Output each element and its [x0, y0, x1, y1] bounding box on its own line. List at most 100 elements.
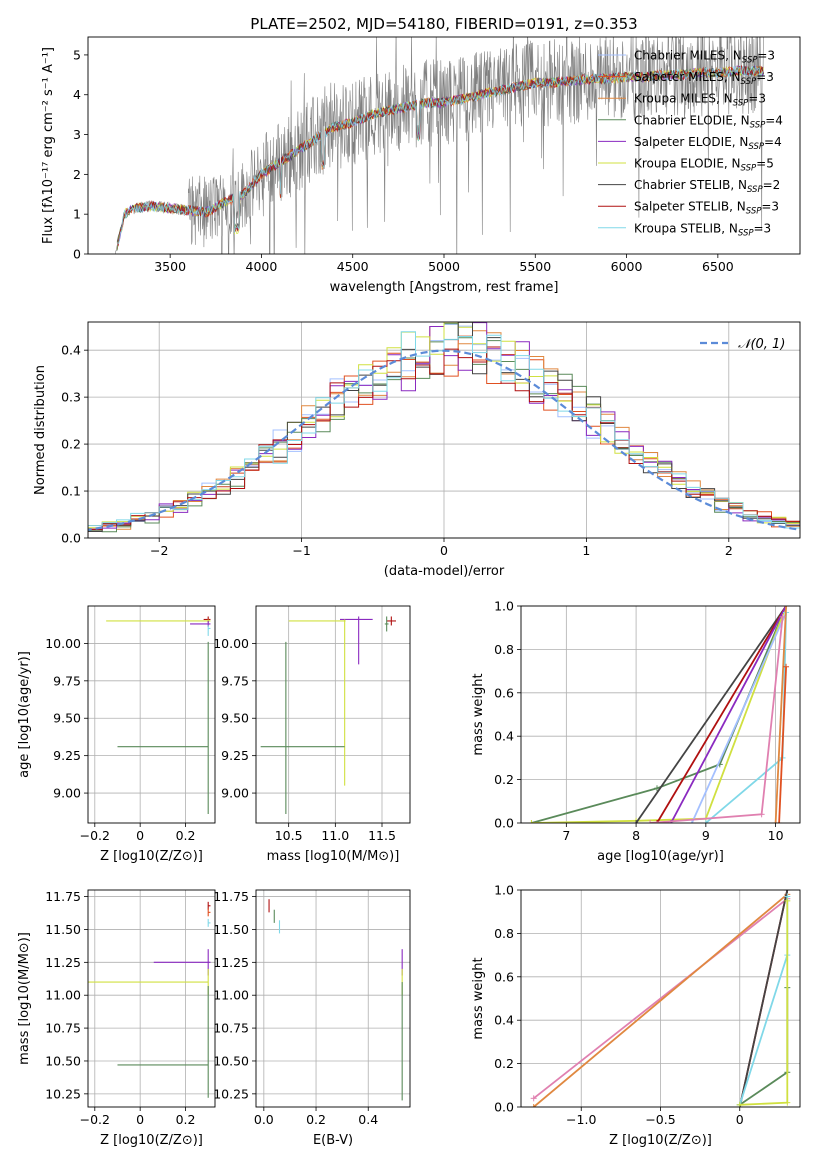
y-tick-label: 11.00	[45, 988, 81, 1003]
legend-entry: 𝒩(0, 1)	[738, 337, 785, 352]
x-tick-label: 8	[632, 828, 640, 843]
y-tick-label: 0.2	[494, 1056, 514, 1071]
x-tick-label: 0.4	[358, 1112, 378, 1127]
x-axis-label: Z [log10(Z/Z⊙)]	[609, 1133, 712, 1148]
legend-subscript: SSP	[746, 207, 762, 217]
x-tick-label: 4500	[337, 259, 369, 274]
weight-line	[691, 612, 787, 823]
legend-subscript: SSP	[733, 99, 749, 109]
weight-line	[739, 987, 789, 1106]
age_vs_Z-frame	[87, 605, 216, 824]
y-tick-label: 0.6	[494, 685, 514, 700]
x-axis-label: wavelength [Angstrom, rest frame]	[330, 280, 559, 295]
spectrum-axes: 3500 4000 4500 5000 5500 6000 6500 0 1 2 3 4 5 wavele…	[41, 36, 801, 295]
mass_vs_EBV-plot-area	[268, 899, 403, 1101]
y-tick-label: 0.0	[61, 531, 81, 546]
y-tick-label: 11.25	[45, 955, 81, 970]
x-tick-label: 11.0	[321, 828, 349, 843]
x-tick-label: −0.5	[645, 1112, 675, 1127]
mass_vs_Z-plot-area	[88, 901, 211, 1098]
x-tick-label: 2	[725, 543, 733, 558]
weight_vs_Z-axes: −1.0 −0.5 0 0.0 0.2 0.4 0.6 0.8 1.0 Z [log10(Z/Z⊙…	[471, 883, 801, 1148]
data-spectrum-line	[115, 37, 764, 254]
y-tick-label: 9.00	[53, 786, 81, 801]
x-axis-label: age [log10(age/yr)]	[597, 849, 724, 864]
y-axis-label: Normed distribution	[33, 365, 48, 495]
weight_vs_Z-plot-area	[530, 890, 791, 1107]
age_vs_mass-axes: 10.5 11.0 11.5 9.00 9.25 9.50 9.75 10.00 mass [l…	[213, 605, 411, 864]
y-tick-label: 3	[73, 127, 81, 142]
y-tick-label: 5	[73, 47, 81, 62]
y-axis-label: Flux [fλ10⁻¹⁷ erg cm⁻² s⁻¹ A⁻¹]	[41, 47, 56, 244]
legend-value: =3	[757, 49, 775, 63]
y-tick-label: 0.4	[494, 1013, 514, 1028]
x-axis-label: Z [log10(Z/Z⊙)]	[100, 849, 203, 864]
y-tick-label: 0.0	[494, 1100, 514, 1115]
residuals-plot-area	[88, 322, 800, 536]
x-tick-label: 1	[582, 543, 590, 558]
y-axis-label: mass weight	[471, 673, 486, 755]
normal-curve	[88, 349, 800, 531]
legend-subscript: SSP	[747, 185, 763, 195]
y-tick-label: 0.4	[494, 729, 514, 744]
mass_vs_Z-frame	[87, 889, 216, 1108]
x-tick-label: −0.2	[80, 828, 110, 843]
y-tick-label: 11.75	[213, 889, 249, 904]
legend-entry: Chabrier ELODIE, NSSP=4	[634, 113, 783, 130]
y-tick-label: 9.50	[221, 711, 249, 726]
y-tick-label: 1.0	[494, 599, 514, 614]
weight-line	[778, 666, 787, 823]
y-tick-label: 1	[73, 207, 81, 222]
age_vs_mass-plot-area	[260, 616, 396, 815]
y-axis-label: age [log10(age/yr)]	[17, 651, 32, 778]
y-tick-label: 1.0	[494, 883, 514, 898]
age_vs_Z-plot-area	[106, 616, 211, 815]
x-tick-label: 11.5	[368, 828, 396, 843]
y-tick-label: 11.50	[45, 922, 81, 937]
y-tick-label: 10.25	[45, 1086, 81, 1101]
weight-line	[774, 606, 787, 823]
model-line	[117, 64, 764, 245]
mass_vs_EBV-frame	[255, 889, 411, 1108]
legend-value: =4	[765, 113, 783, 127]
legend-subscript: SSP	[750, 120, 766, 130]
y-tick-label: 0	[73, 247, 81, 262]
x-tick-label: 6000	[611, 259, 643, 274]
weight_vs_age-axes: 7 8 9 10 0.0 0.2 0.4 0.6 0.8 1.0 age [log10(age/yr…	[471, 599, 801, 864]
weight-line	[656, 606, 787, 823]
x-axis-label: mass [log10(M/M⊙)]	[267, 849, 400, 864]
legend-value: =3	[756, 70, 774, 84]
weight-line	[533, 893, 788, 1107]
legend-value: =3	[748, 92, 766, 106]
x-tick-label: −0.2	[80, 1112, 110, 1127]
weight_vs_age-plot-area	[528, 606, 790, 823]
x-tick-label: 10	[768, 828, 784, 843]
legend-subscript: SSP	[748, 142, 764, 152]
x-tick-label: 5500	[519, 259, 551, 274]
y-tick-label: 0.2	[61, 437, 81, 452]
weight-line	[531, 606, 787, 823]
y-tick-label: 0.2	[494, 772, 514, 787]
age_vs_mass-frame	[255, 605, 411, 824]
x-tick-label: −1	[292, 543, 310, 558]
x-tick-label: 0	[136, 1112, 144, 1127]
x-tick-label: 0.2	[176, 1112, 196, 1127]
weight-line	[635, 606, 787, 823]
y-tick-label: 9.25	[221, 748, 249, 763]
y-tick-label: 10.50	[213, 1053, 249, 1068]
y-tick-label: 10.00	[213, 636, 249, 651]
y-tick-label: 9.50	[53, 711, 81, 726]
figure-title: PLATE=2502, MJD=54180, FIBERID=0191, z=0…	[250, 15, 637, 33]
x-axis-label: E(B-V)	[313, 1133, 353, 1148]
x-tick-label: 7	[562, 828, 570, 843]
mass_vs_EBV-axes: 0.0 0.2 0.4 10.25 10.50 10.75 11.00 11.25 11.50 1…	[213, 889, 411, 1148]
legend-entry: Salpeter ELODIE, NSSP=4	[634, 135, 782, 152]
y-tick-label: 10.50	[45, 1053, 81, 1068]
y-tick-label: 0.3	[61, 390, 81, 405]
spectrum-plot-area	[115, 37, 764, 254]
y-tick-label: 0.8	[494, 642, 514, 657]
weight_vs_age-frame	[520, 605, 801, 824]
legend-entry: Chabrier MILES, NSSP=3	[634, 49, 775, 66]
x-tick-label: 0	[136, 828, 144, 843]
y-tick-label: 9.00	[221, 786, 249, 801]
